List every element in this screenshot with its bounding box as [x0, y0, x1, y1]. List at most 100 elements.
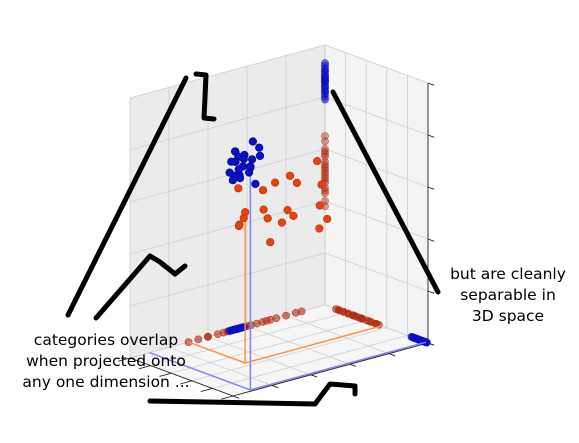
z-projection-point — [321, 168, 329, 177]
red-data-point — [283, 206, 292, 215]
blue-data-point — [225, 168, 234, 177]
y-projection-point — [410, 334, 419, 342]
z-projection-point — [321, 67, 329, 75]
red-data-point — [266, 238, 275, 247]
y-projection-point — [344, 309, 353, 318]
gridline — [324, 96, 429, 136]
y-projection-point — [350, 311, 359, 320]
gridline — [129, 252, 326, 307]
y-axis-line — [129, 357, 234, 397]
z-projection-point — [321, 145, 329, 153]
data-points — [225, 137, 332, 247]
y-tick — [200, 387, 213, 393]
x-tick — [232, 395, 240, 399]
y-tick — [138, 365, 151, 370]
red-data-point — [258, 186, 268, 195]
x-tick — [271, 384, 279, 389]
blue-data-point — [245, 168, 254, 177]
x-tick — [388, 353, 396, 357]
annotation-arrows — [65, 71, 441, 407]
right-annotation-line-2: separable in — [460, 286, 556, 304]
red-data-point — [277, 218, 287, 227]
blue-guide-floor — [149, 351, 251, 391]
y-tick — [179, 380, 192, 385]
back-right-pane — [324, 44, 429, 344]
y-projection-point — [358, 314, 366, 323]
left-annotation-line-1: categories overlap — [34, 331, 178, 349]
y-projection-point — [334, 306, 343, 314]
axis-ticks — [118, 82, 435, 400]
red-data-point — [259, 205, 268, 214]
annotation-arrow-5 — [330, 89, 441, 295]
right-annotation-line-3: 3D space — [472, 307, 544, 325]
x-projection-point — [282, 311, 290, 320]
gridline — [191, 327, 387, 382]
blue-data-point — [227, 157, 236, 166]
z-projection-point — [321, 171, 329, 179]
red-data-point — [289, 211, 298, 220]
red-data-point — [315, 201, 324, 210]
z-tick — [427, 82, 435, 86]
red-data-point — [313, 157, 322, 166]
red-data-point — [241, 208, 250, 217]
gridline — [324, 252, 429, 292]
z-projection-point — [321, 186, 329, 195]
z-tick — [427, 290, 435, 294]
z-projection-point — [321, 132, 329, 140]
x-projection-point — [237, 323, 246, 332]
blue-data-point — [255, 151, 265, 160]
red-data-point — [263, 214, 272, 223]
x-projection-point — [229, 325, 238, 334]
z-tick — [427, 186, 435, 190]
red-data-point — [235, 220, 244, 229]
left-annotation-line-2: when projected onto — [26, 352, 186, 370]
x-projection-point — [194, 335, 203, 344]
gridline — [324, 148, 429, 188]
x-axis-line — [232, 342, 429, 397]
z-projection-point — [321, 160, 329, 169]
blue-data-point — [234, 165, 243, 174]
right-annotation-line-1: but are cleanly — [450, 265, 566, 283]
gridline — [212, 335, 408, 389]
right-annotation: but are cleanly separable in 3D space — [450, 265, 566, 325]
blue-data-point — [255, 143, 264, 152]
red-data-point — [292, 178, 302, 187]
red-data-point — [271, 178, 280, 187]
z-projection-point — [321, 147, 329, 156]
annotation-arrow-2 — [193, 71, 217, 122]
x-projection-point — [297, 307, 306, 316]
blue-guide-floor-2 — [250, 341, 427, 391]
blue-data-point — [251, 179, 260, 188]
blue-data-point — [228, 176, 237, 185]
gridline — [324, 200, 429, 240]
red-data-point — [285, 171, 295, 180]
gridline — [129, 96, 326, 151]
z-tick — [427, 134, 435, 138]
red-data-point — [323, 214, 332, 224]
blue-data-point — [231, 147, 240, 156]
z-projection-point — [321, 74, 329, 83]
gridline — [207, 336, 312, 376]
y-tick — [159, 372, 172, 377]
red-data-point — [234, 184, 243, 193]
x-projection-point — [266, 315, 275, 324]
left-annotation: categories overlap when projected onto a… — [22, 331, 189, 391]
annotation-arrow-1 — [65, 75, 189, 318]
annotation-arrow-4 — [147, 381, 358, 407]
blue-data-point — [239, 154, 248, 163]
red-data-point — [317, 180, 326, 189]
gridline — [168, 347, 273, 386]
gridline — [246, 325, 351, 365]
y-tick — [221, 395, 234, 400]
gridline — [324, 44, 429, 84]
x-tick — [349, 363, 357, 367]
z-projection-point — [321, 95, 329, 104]
z-projection-point — [321, 59, 329, 68]
x-projection-point — [204, 332, 212, 341]
gridline — [171, 319, 367, 374]
gridline — [150, 312, 346, 366]
gridline — [129, 44, 326, 99]
blue-data-point — [248, 137, 257, 146]
